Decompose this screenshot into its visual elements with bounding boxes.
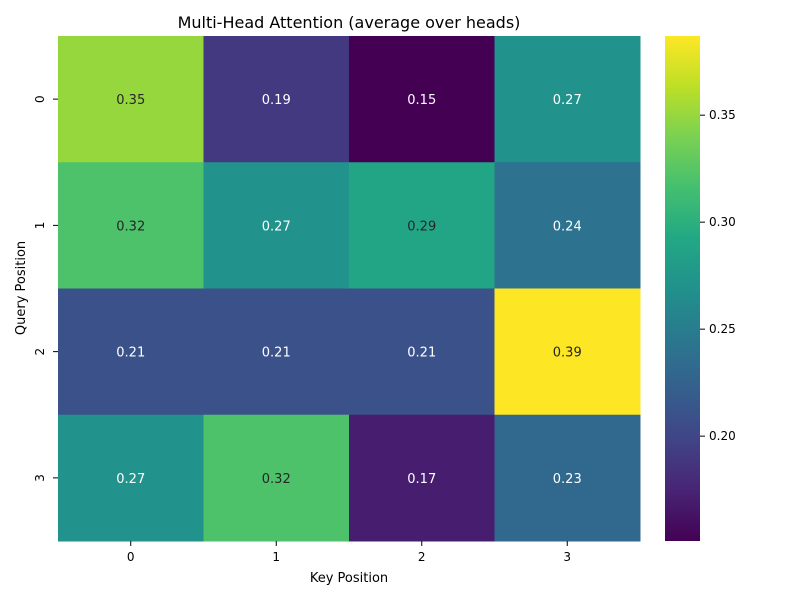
cell-value-label: 0.21 [116,346,145,361]
x-tick-label: 1 [272,550,280,564]
colorbar-tick-label: 0.30 [709,215,736,229]
heatmap-cell-r0-c2 [349,36,495,163]
colorbar-ticks: 0.20 0.25 0.30 0.35 [700,108,736,443]
cell-value-label: 0.27 [116,472,145,487]
heatmap-cell-r2-c2 [349,288,495,416]
cell-value-label: 0.35 [116,93,145,108]
heatmap-cell-r1-c2 [349,162,495,289]
heatmap-cell-r0-c3 [494,36,641,163]
heatmap-cell-r2-c3 [494,288,641,416]
y-tick-label: 0 [33,95,47,103]
cell-value-label: 0.23 [553,472,582,487]
heatmap-cell-r3-c1 [203,414,350,542]
y-tick-label: 1 [33,222,47,230]
cell-value-label: 0.19 [262,93,291,108]
y-axis-label: Query Position [14,241,29,335]
cell-value-label: 0.24 [553,219,582,234]
cell-value-label: 0.27 [262,219,291,234]
cell-value-label: 0.21 [407,346,436,361]
cell-value-label: 0.39 [553,346,582,361]
heatmap-cell-r2-c1 [203,288,350,416]
cell-value-label: 0.15 [407,93,436,108]
x-tick-label: 3 [563,550,571,564]
x-tick-label: 0 [127,550,135,564]
heatmap-cells [58,36,641,542]
heatmap-cell-r1-c3 [494,162,641,289]
heatmap-cell-r1-c1 [203,162,350,289]
cell-value-label: 0.27 [553,93,582,108]
y-axis-ticks: 0 1 2 3 [33,95,58,482]
colorbar-tick-label: 0.25 [709,322,736,336]
x-axis-ticks: 0 1 2 3 [127,541,571,564]
cell-value-label: 0.32 [116,219,145,234]
colorbar-tick-label: 0.35 [709,108,736,122]
heatmap-cell-r2-c0 [58,288,204,416]
cell-value-label: 0.32 [262,472,291,487]
y-tick-label: 2 [33,348,47,356]
heatmap-cell-r0-c1 [203,36,350,163]
x-axis-label: Key Position [310,571,388,586]
colorbar [665,36,700,541]
heatmap-cell-r1-c0 [58,162,204,289]
chart-title: Multi-Head Attention (average over heads… [178,13,521,32]
y-tick-label: 3 [33,474,47,482]
heatmap-cell-r3-c2 [349,414,495,542]
heatmap-cell-r3-c0 [58,414,204,542]
heatmap-cell-labels: 0.35 0.19 0.15 0.27 0.32 0.27 0.29 0.24 0.21 0.21… [116,93,581,487]
heatmap-cell-r3-c3 [494,414,641,542]
colorbar-tick-label: 0.20 [709,429,736,443]
x-tick-label: 2 [418,550,426,564]
cell-value-label: 0.21 [262,346,291,361]
heatmap-cell-r0-c0 [58,36,204,163]
cell-value-label: 0.29 [407,219,436,234]
cell-value-label: 0.17 [407,472,436,487]
